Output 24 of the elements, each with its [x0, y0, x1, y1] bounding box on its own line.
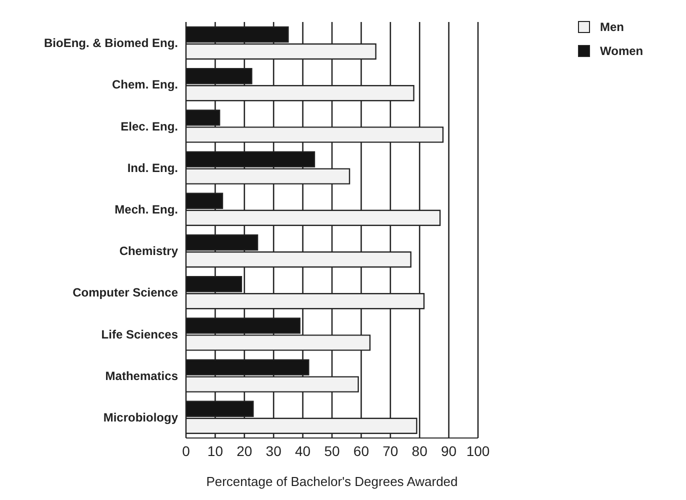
- x-tick-label: 30: [266, 442, 282, 459]
- x-tick-label: 50: [324, 442, 340, 459]
- x-tick-label: 100: [466, 442, 490, 459]
- x-tick-label: 90: [441, 442, 457, 459]
- x-tick-label: 60: [353, 442, 370, 459]
- y-tick-label: Elec. Eng.: [120, 119, 178, 134]
- y-tick-label: Microbiology: [103, 410, 178, 424]
- y-tick-label: Chem. Eng.: [112, 78, 178, 92]
- x-tick-label: 40: [295, 442, 311, 459]
- legend-label: Men: [600, 20, 624, 34]
- y-tick-label: Life Sciences: [101, 327, 178, 342]
- x-tick-label: 20: [236, 442, 252, 459]
- legend-label: Women: [600, 44, 644, 58]
- x-axis-title: Percentage of Bachelor's Degrees Awarded: [206, 474, 458, 489]
- y-tick-label: BioEng. & Biomed Eng.: [44, 36, 178, 50]
- y-tick-label: Mech. Eng.: [114, 202, 178, 216]
- y-tick-label: Ind. Eng.: [127, 160, 178, 175]
- y-tick-label: Chemistry: [119, 244, 178, 258]
- x-tick-label: 10: [207, 442, 224, 459]
- x-tick-label: 80: [412, 442, 428, 459]
- x-tick-label: 70: [382, 442, 398, 459]
- y-tick-label: Computer Science: [72, 286, 178, 300]
- x-tick-label: 0: [182, 442, 190, 459]
- y-tick-label: Mathematics: [105, 368, 178, 383]
